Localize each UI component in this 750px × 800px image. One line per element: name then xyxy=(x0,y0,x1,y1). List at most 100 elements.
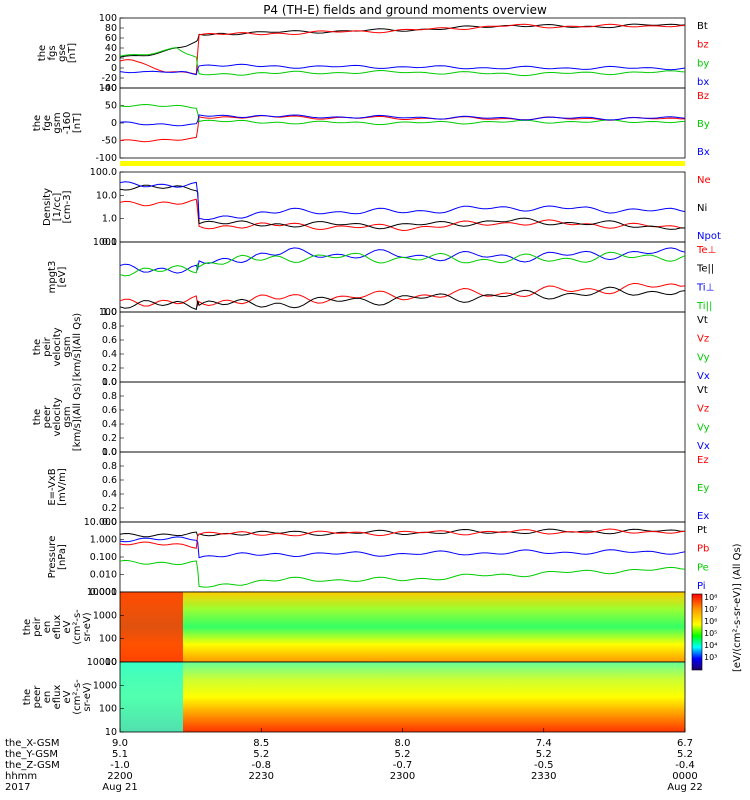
legend-item: Bx xyxy=(697,147,710,158)
status-bar xyxy=(120,161,685,166)
y-axis-label: velocity xyxy=(52,397,63,436)
legend-item: Vx xyxy=(697,441,710,452)
y-axis-label: (cm²-s- xyxy=(72,679,83,715)
panel-frame xyxy=(119,311,686,383)
y-tick-label: 0.6 xyxy=(102,475,117,486)
legend-item: Vx xyxy=(697,371,710,382)
y-tick-label: 100 xyxy=(99,13,117,24)
x-tick-label: Aug 22 xyxy=(667,782,702,793)
legend-item: Ez xyxy=(697,455,709,466)
series-line-Npot xyxy=(119,181,686,221)
y-axis-label: -160 xyxy=(62,112,73,135)
colorbar-tick-label: 10³ xyxy=(704,653,717,662)
legend-item: Ey xyxy=(697,483,709,494)
y-axis-label: the xyxy=(22,689,33,705)
colorbar-tick-label: 10⁴ xyxy=(704,641,717,650)
x-tick-label: 2200 xyxy=(107,771,132,782)
y-tick-label: 100 xyxy=(99,634,117,645)
legend-item: Bt xyxy=(697,21,708,32)
y-tick-label: 0.0 xyxy=(102,377,117,388)
x-tick-label: 5.2 xyxy=(536,749,552,760)
y-axis-label: [nPa] xyxy=(57,544,68,570)
y-axis-label: peer xyxy=(42,405,53,429)
x-tick-label: 2230 xyxy=(249,771,274,782)
series-line-Pb xyxy=(119,528,686,549)
legend-item: Ti|| xyxy=(696,301,712,312)
y-axis-label: [1/cc] xyxy=(52,193,63,222)
y-axis-label: [nT] xyxy=(67,43,78,63)
legend-item: Vy xyxy=(697,352,710,363)
y-tick-label: 0.010 xyxy=(90,570,117,581)
series-line-Ni xyxy=(119,184,685,230)
y-tick-label: 1.0 xyxy=(102,214,117,225)
y-axis-label: [km/s](All Qs) xyxy=(72,313,83,381)
y-axis-label: peir xyxy=(32,616,43,636)
y-tick-label: 100.0 xyxy=(90,167,117,178)
panel-peer_velocity: 1.0 0.8 0.6 0.4 0.2 0.0 the peer velocity gsm [km/… xyxy=(32,377,710,458)
legend-item: Bz xyxy=(697,91,709,102)
y-axis-label: the xyxy=(32,409,43,425)
spectrogram xyxy=(120,592,685,662)
x-tick-label: -0.4 xyxy=(675,760,695,771)
y-tick-label: 10 xyxy=(105,657,117,668)
y-tick-label: -100 xyxy=(95,153,117,164)
x-tick-label: 5.2 xyxy=(677,749,693,760)
x-axis-row-label: hhmm xyxy=(5,771,37,782)
series-line-bz xyxy=(119,23,686,75)
legend-item: Te⊥ xyxy=(696,245,716,256)
x-tick-label: 8.0 xyxy=(395,738,411,749)
x-axis-row-label: the_X-GSM xyxy=(5,738,59,749)
series-line-bx xyxy=(119,63,686,76)
y-tick-label: 0.4 xyxy=(102,489,117,500)
y-axis-label: (cm²-s- xyxy=(72,609,83,645)
x-tick-label: -0.7 xyxy=(393,760,413,771)
panel-frame xyxy=(119,17,686,89)
y-axis-label: eflux xyxy=(52,685,63,710)
series-line-Bx xyxy=(119,114,686,127)
legend-item: Ne xyxy=(697,175,711,186)
series-line-Te⊥ xyxy=(119,282,686,308)
series-line-Ti|| xyxy=(119,251,686,277)
y-axis-label: [mV/m] xyxy=(57,468,68,506)
y-tick-label: -20 xyxy=(101,73,117,84)
colorbar xyxy=(691,593,703,671)
colorbar-tick-label: 10⁵ xyxy=(704,629,717,638)
spectrogram xyxy=(120,662,685,732)
panel-frame xyxy=(119,241,686,313)
colorbar-tick-label: 10⁸ xyxy=(704,593,717,602)
y-axis-label: sr-eV) xyxy=(82,612,93,641)
series-line-Bz xyxy=(119,115,685,143)
x-tick-label: 2330 xyxy=(531,771,556,782)
legend-item: Te|| xyxy=(696,264,714,275)
series-line-Pe xyxy=(119,559,686,588)
series-line-Pi xyxy=(119,536,686,559)
y-tick-label: 0.6 xyxy=(102,335,117,346)
series-line-Pt xyxy=(119,528,685,538)
y-tick-label: 100 xyxy=(99,307,117,318)
y-tick-label: 0 xyxy=(111,118,117,129)
y-axis-label: the xyxy=(32,339,43,355)
y-axis-label: mpgt3 xyxy=(47,261,58,294)
y-tick-label: 0 xyxy=(111,63,117,74)
legend-item: by xyxy=(697,58,709,69)
legend-item: Ti⊥ xyxy=(696,282,714,293)
y-tick-label: 1.0 xyxy=(102,377,117,388)
y-axis-label: fgs xyxy=(47,45,58,60)
y-tick-label: 0.2 xyxy=(102,503,117,514)
y-tick-label: 0.4 xyxy=(102,419,117,430)
panel-frame xyxy=(119,171,686,243)
y-tick-label: 10 xyxy=(105,727,117,738)
y-axis-label: gsm xyxy=(62,406,73,427)
y-tick-label: 1000 xyxy=(93,237,117,248)
legend-item: Ni xyxy=(697,203,707,214)
y-axis-label: E=-VxB xyxy=(47,468,58,505)
y-axis-label: [nT] xyxy=(72,113,83,133)
x-axis-row-label: the_Y-GSM xyxy=(5,749,58,760)
y-tick-label: 20 xyxy=(105,53,117,64)
y-axis-label: en xyxy=(42,691,53,704)
y-axis-label: sr-eV) xyxy=(82,682,93,711)
y-axis-label: the xyxy=(22,619,33,635)
y-tick-label: 0.0 xyxy=(102,447,117,458)
x-tick-label: 5.1 xyxy=(112,749,128,760)
